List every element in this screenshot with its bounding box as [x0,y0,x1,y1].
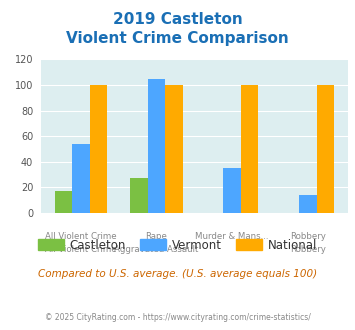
Bar [148,79,165,213]
Bar [317,85,334,213]
Text: Murder & Mans...: Murder & Mans... [196,232,269,241]
Text: 2019 Castleton: 2019 Castleton [113,12,242,26]
Text: Rape: Rape [146,232,168,241]
Legend: Castleton, Vermont, National: Castleton, Vermont, National [33,234,322,256]
Bar [89,85,107,213]
Bar [299,195,317,213]
Text: Aggravated Assault: Aggravated Assault [114,245,199,254]
Text: © 2025 CityRating.com - https://www.cityrating.com/crime-statistics/: © 2025 CityRating.com - https://www.city… [45,313,310,322]
Bar [72,144,89,213]
Bar [55,191,72,213]
Text: All Violent Crime: All Violent Crime [45,245,117,254]
Text: All Violent Crime: All Violent Crime [45,232,117,241]
Text: Robbery: Robbery [290,245,326,254]
Bar [224,168,241,213]
Text: Compared to U.S. average. (U.S. average equals 100): Compared to U.S. average. (U.S. average … [38,269,317,279]
Bar [165,85,182,213]
Bar [241,85,258,213]
Text: Robbery: Robbery [290,232,326,241]
Bar [130,178,148,213]
Text: Violent Crime Comparison: Violent Crime Comparison [66,31,289,46]
